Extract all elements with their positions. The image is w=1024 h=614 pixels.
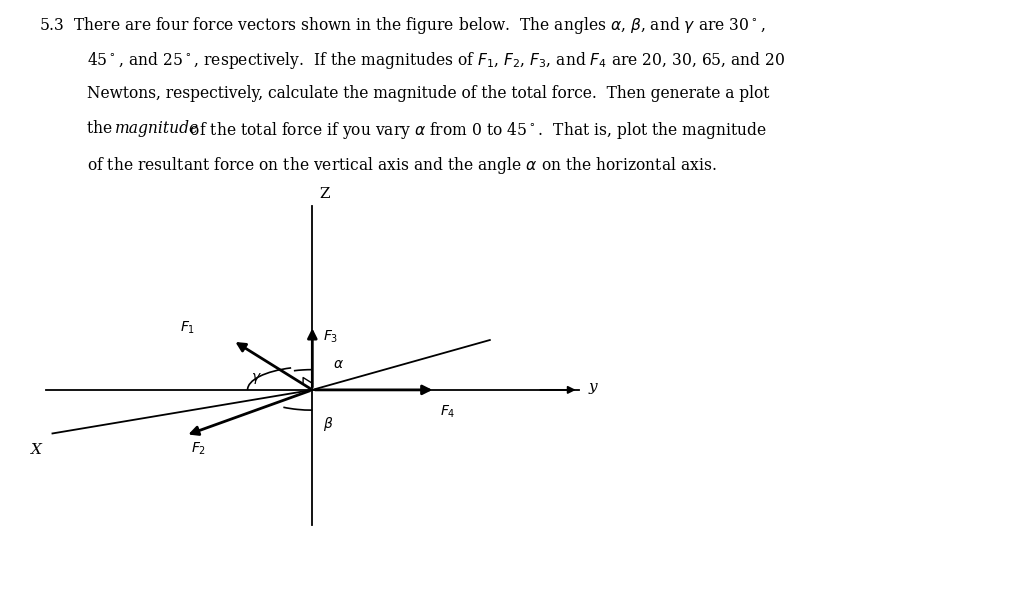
Text: X: X (32, 443, 42, 457)
Text: $F_1$: $F_1$ (180, 319, 195, 336)
Text: the: the (87, 120, 117, 138)
Text: $F_4$: $F_4$ (440, 403, 456, 420)
Text: y: y (589, 380, 597, 394)
Text: $\gamma$: $\gamma$ (251, 371, 262, 386)
Text: $F_3$: $F_3$ (323, 328, 338, 345)
Text: Z: Z (319, 187, 330, 201)
Text: Newtons, respectively, calculate the magnitude of the total force.  Then generat: Newtons, respectively, calculate the mag… (87, 85, 769, 103)
Text: $\alpha$: $\alpha$ (333, 357, 344, 371)
Text: of the total force if you vary $\alpha$ from 0 to 45$^\circ$.  That is, plot the: of the total force if you vary $\alpha$ … (185, 120, 768, 141)
Text: $\beta$: $\beta$ (323, 414, 333, 433)
Text: $F_2$: $F_2$ (190, 440, 206, 457)
Text: of the resultant force on the vertical axis and the angle $\alpha$ on the horizo: of the resultant force on the vertical a… (87, 155, 717, 176)
Text: magnitude: magnitude (115, 120, 199, 138)
Text: 45$^\circ$, and 25$^\circ$, respectively.  If the magnitudes of $F_1$, $F_2$, $F: 45$^\circ$, and 25$^\circ$, respectively… (87, 50, 785, 71)
Text: 5.3  There are four force vectors shown in the figure below.  The angles $\alpha: 5.3 There are four force vectors shown i… (39, 15, 766, 36)
